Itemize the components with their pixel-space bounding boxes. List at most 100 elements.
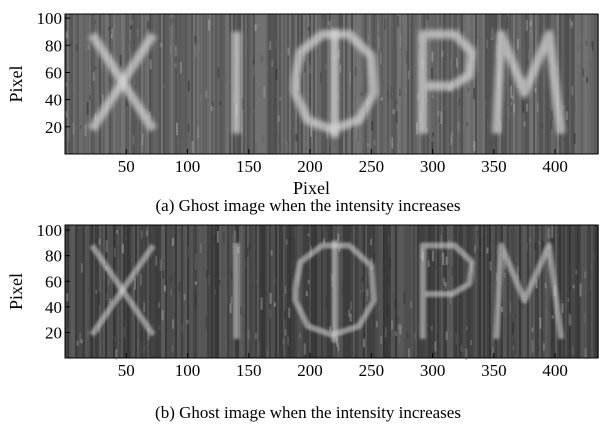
image-speckle xyxy=(385,327,387,338)
image-streak xyxy=(243,225,245,358)
image-streak xyxy=(161,225,163,358)
image-speckle xyxy=(407,332,409,338)
image-speckle xyxy=(93,72,95,81)
image-speckle xyxy=(130,26,132,30)
image-streak xyxy=(489,14,491,154)
image-speckle xyxy=(506,17,508,29)
image-streak xyxy=(255,14,257,154)
image-panel xyxy=(65,225,599,360)
image-streak xyxy=(223,14,225,154)
image-streak xyxy=(183,225,185,358)
image-speckle xyxy=(466,326,468,330)
image-streak xyxy=(135,14,137,154)
image-speckle xyxy=(118,125,120,131)
image-streak xyxy=(99,225,101,358)
image-speckle xyxy=(172,238,174,246)
image-streak xyxy=(251,225,253,358)
image-speckle xyxy=(551,111,553,121)
image-streak xyxy=(81,225,83,358)
image-speckle xyxy=(308,233,310,236)
image-streak xyxy=(485,225,487,358)
image-speckle xyxy=(468,88,470,91)
image-streak xyxy=(183,14,185,154)
image-streak xyxy=(69,14,71,154)
image-streak xyxy=(221,14,223,154)
image-speckle xyxy=(246,41,248,50)
image-streak xyxy=(207,225,209,358)
image-speckle xyxy=(73,123,75,135)
image-streak xyxy=(79,14,81,154)
image-speckle xyxy=(187,246,189,258)
image-streak xyxy=(289,14,291,154)
image-speckle xyxy=(376,321,378,328)
image-speckle xyxy=(192,141,194,153)
image-speckle xyxy=(164,285,166,291)
y-tick-label: 80 xyxy=(45,247,62,266)
image-speckle xyxy=(269,309,271,318)
image-speckle xyxy=(474,245,476,252)
image-speckle xyxy=(79,333,81,344)
image-speckle xyxy=(486,247,488,253)
image-speckle xyxy=(223,232,225,242)
x-tick-label: 400 xyxy=(542,157,568,176)
image-speckle xyxy=(433,325,435,333)
image-speckle xyxy=(261,297,263,310)
image-speckle xyxy=(414,245,416,256)
image-speckle xyxy=(397,316,399,324)
image-speckle xyxy=(184,294,186,300)
x-tick-label: 250 xyxy=(359,157,385,176)
image-streak xyxy=(389,14,391,154)
image-streak xyxy=(145,14,147,154)
image-streak xyxy=(587,225,589,358)
caption: (b) Ghost image when the intensity incre… xyxy=(155,403,461,422)
image-speckle xyxy=(510,86,512,98)
image-speckle xyxy=(206,270,208,278)
x-tick-label: 100 xyxy=(175,361,201,380)
image-streak xyxy=(313,225,315,358)
image-speckle xyxy=(526,20,528,31)
image-streak xyxy=(475,14,477,154)
image-streak xyxy=(595,14,597,154)
image-speckle xyxy=(253,59,255,64)
image-streak xyxy=(411,14,413,154)
x-tick-label: 50 xyxy=(118,157,135,176)
image-speckle xyxy=(326,296,328,307)
image-streak xyxy=(143,225,145,358)
image-speckle xyxy=(197,127,199,138)
image-speckle xyxy=(146,231,148,237)
image-streak xyxy=(67,225,69,358)
image-speckle xyxy=(522,100,524,113)
image-streak xyxy=(137,225,139,358)
image-speckle xyxy=(172,319,174,328)
image-speckle xyxy=(124,237,126,240)
image-speckle xyxy=(170,290,172,296)
image-speckle xyxy=(477,38,479,49)
image-speckle xyxy=(403,291,405,303)
image-streak xyxy=(253,14,255,154)
image-speckle xyxy=(162,271,164,279)
image-speckle xyxy=(180,62,182,74)
image-speckle xyxy=(283,339,285,344)
image-streak xyxy=(411,225,413,358)
image-speckle xyxy=(528,266,530,274)
image-speckle xyxy=(569,19,571,23)
image-streak xyxy=(203,14,205,154)
image-streak xyxy=(537,225,539,358)
image-speckle xyxy=(406,51,408,63)
image-streak xyxy=(199,14,201,154)
image-speckle xyxy=(509,282,511,295)
image-streak xyxy=(271,14,273,154)
y-tick-label: 100 xyxy=(37,9,63,28)
image-speckle xyxy=(285,286,287,294)
image-speckle xyxy=(508,107,510,118)
image-speckle xyxy=(395,331,397,336)
image-speckle xyxy=(287,337,289,345)
image-speckle xyxy=(378,85,380,95)
image-speckle xyxy=(466,122,468,126)
image-speckle xyxy=(262,134,264,143)
image-speckle xyxy=(489,317,491,322)
image-speckle xyxy=(404,341,406,344)
image-streak xyxy=(277,225,279,358)
image-streak xyxy=(189,225,191,358)
image-speckle xyxy=(573,285,575,288)
